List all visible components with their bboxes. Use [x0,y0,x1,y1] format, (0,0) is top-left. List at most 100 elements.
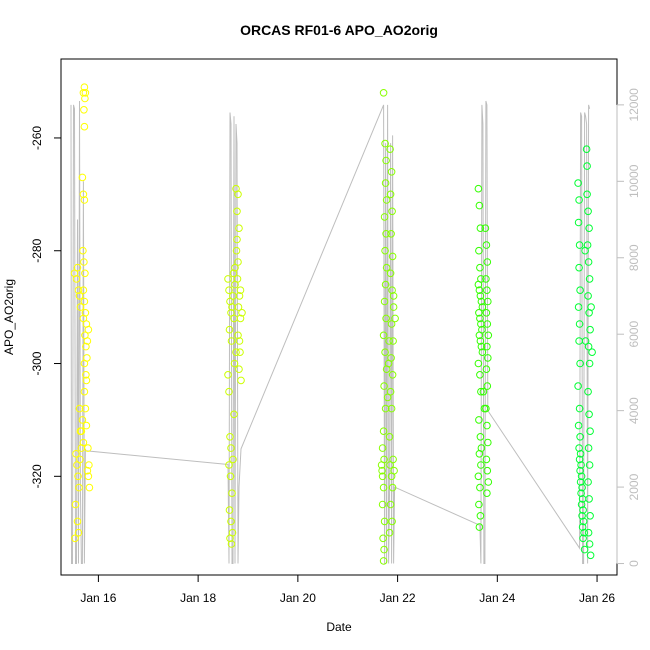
data-point-series-1 [79,314,88,323]
data-point-series-2 [237,376,245,385]
data-point-series-2 [236,348,244,357]
data-point-series-1 [79,438,88,447]
data-point-series-4 [476,314,484,323]
data-point-series-5 [577,489,585,498]
data-point-series-4 [481,224,490,232]
data-point-series-1 [75,483,83,492]
data-point-series-5 [580,528,588,537]
data-point-series-5 [574,179,582,187]
data-point-series-1 [82,421,91,430]
data-point-series-1 [80,106,88,114]
data-point-series-3 [383,393,392,402]
data-point-series-2 [230,410,238,419]
data-point-series-3 [381,404,390,413]
data-point-series-3 [382,314,390,323]
data-point-series-1 [75,292,84,300]
data-point-series-5 [586,551,595,560]
data-point-series-3 [387,320,396,328]
data-point-series-4 [476,371,484,379]
y2-axis: 0 2000 4000 6000 8000 10000 12000 [616,88,641,567]
data-point-series-3 [381,179,390,187]
data-point-series-5 [586,512,594,520]
data-point-series-3 [387,230,395,238]
data-point-series-2 [233,275,242,283]
data-point-series-1 [75,404,84,413]
data-point-series-4 [483,489,491,498]
data-point-series-1 [74,472,82,481]
data-point-series-2 [233,235,241,244]
data-point-series-5 [575,320,584,328]
data-point-series-1 [80,83,89,91]
data-point-series-5 [577,472,586,481]
data-point-series-4 [477,444,486,452]
data-point-series-1 [71,534,79,543]
data-point-series-4 [482,309,491,317]
chart-title: ORCAS RF01-6 APO_AO2orig [240,22,438,38]
data-point-series-5 [579,534,587,543]
data-point-series-3 [386,387,395,396]
data-point-series-5 [584,258,593,266]
data-point-series-3 [379,557,388,565]
data-point-series-1 [80,297,89,306]
data-point-series-3 [388,517,396,526]
data-point-series-4 [476,433,485,441]
data-point-series-1 [83,466,92,475]
data-point-series-2 [225,461,233,469]
data-point-series-4 [484,297,492,306]
x-tick-label: Jan 26 [579,591,615,605]
data-point-series-2 [229,269,238,278]
data-point-series-3 [380,517,389,526]
data-point-series-4 [475,523,484,531]
x-tick-label: Jan 18 [180,591,216,605]
data-point-series-3 [381,246,389,255]
x-tick-label: Jan 24 [479,591,515,605]
points-layer [70,83,596,565]
data-point-series-2 [227,517,235,526]
data-point-series-1 [71,500,80,509]
data-point-series-1 [81,94,89,103]
data-point-series-1 [80,387,89,396]
data-point-series-5 [584,528,593,537]
data-point-series-5 [586,427,594,436]
data-point-series-5 [574,382,582,390]
data-point-series-2 [227,540,236,548]
data-point-series-3 [385,337,393,345]
data-point-series-3 [387,168,396,176]
data-point-series-1 [79,89,88,97]
data-point-series-2 [231,263,239,272]
data-point-series-2 [238,309,246,317]
data-point-series-4 [478,303,487,311]
data-point-series-4 [484,438,492,447]
data-point-series-5 [583,162,591,170]
data-point-series-1 [81,404,90,413]
data-point-series-4 [484,354,492,362]
data-point-series-1 [78,173,87,182]
data-point-series-1 [74,286,83,295]
plot-frame [60,58,618,576]
data-point-series-1 [78,416,87,424]
data-point-series-5 [585,495,593,503]
data-point-series-4 [475,331,484,340]
data-point-series-1 [82,371,90,379]
data-point-series-1 [72,275,81,283]
data-point-series-4 [482,275,490,283]
data-point-series-4 [480,404,489,413]
data-point-series-3 [380,382,388,390]
data-point-series-2 [225,387,233,396]
data-point-series-4 [475,246,483,255]
data-point-series-2 [226,433,234,441]
y-tick-label: -260 [30,126,44,150]
data-point-series-5 [584,292,592,300]
data-point-series-5 [584,207,592,216]
data-point-series-5 [577,461,585,469]
data-point-series-5 [574,303,583,311]
data-point-series-1 [82,376,91,385]
data-point-series-5 [578,512,586,520]
data-point-series-4 [484,331,493,340]
data-point-series-5 [576,466,584,475]
data-point-series-3 [389,455,397,464]
data-point-series-3 [384,359,393,368]
data-point-series-4 [475,201,484,210]
data-point-series-2 [228,489,236,498]
y2-tick-label: 0 [627,560,641,567]
